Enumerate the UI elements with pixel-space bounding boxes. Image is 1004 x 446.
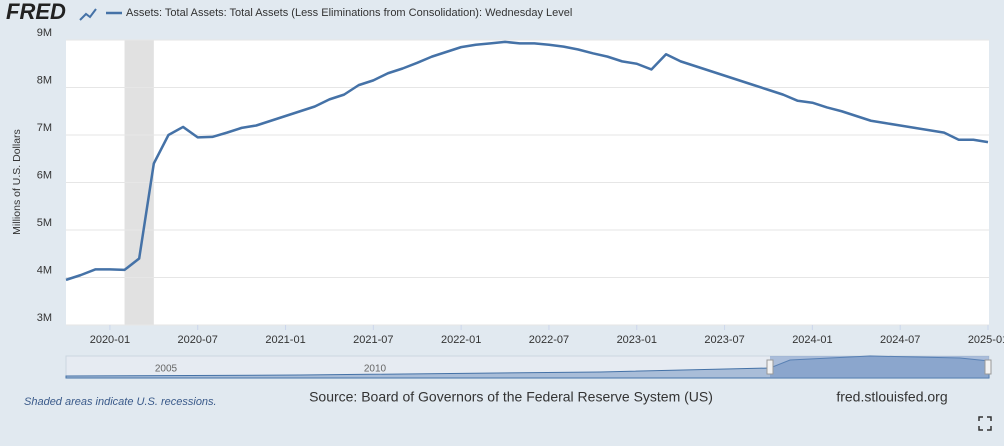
footnote: Shaded areas indicate U.S. recessions. <box>24 396 217 408</box>
y-tick-label: 7M <box>37 122 52 134</box>
navigator-label: 2010 <box>364 364 387 375</box>
x-tick-label: 2023-07 <box>704 334 744 346</box>
fullscreen-button[interactable] <box>978 416 992 431</box>
navigator-handle[interactable] <box>766 359 774 375</box>
navigator-label: 2005 <box>155 364 178 375</box>
y-tick-label: 5M <box>37 217 52 229</box>
x-tick-label: 2022-01 <box>441 334 481 346</box>
x-tick-label: 2024-07 <box>880 334 920 346</box>
series-line <box>65 40 989 282</box>
y-tick-label: 3M <box>37 312 52 324</box>
source: Source: Board of Governors of the Federa… <box>309 389 713 405</box>
logo: FRED <box>6 0 66 24</box>
x-tick-label: 2021-01 <box>265 334 305 346</box>
x-tick-label: 2023-01 <box>617 334 657 346</box>
x-tick-label: 2020-07 <box>178 334 218 346</box>
y-tick-label: 8M <box>37 74 52 86</box>
legend-label: Assets: Total Assets: Total Assets (Less… <box>126 7 572 19</box>
x-tick-label: 2020-01 <box>90 334 130 346</box>
x-tick-label: 2025-01 <box>968 334 1004 346</box>
site[interactable]: fred.stlouisfed.org <box>836 389 947 405</box>
navigator-selection <box>770 356 989 378</box>
x-tick-label: 2021-07 <box>353 334 393 346</box>
navigator-handle[interactable] <box>984 359 992 375</box>
y-tick-label: 6M <box>37 169 52 181</box>
x-tick-label: 2022-07 <box>529 334 569 346</box>
x-tick-label: 2024-01 <box>792 334 832 346</box>
logo-icon <box>79 8 97 21</box>
y-tick-label: 9M <box>37 27 52 39</box>
y-axis-label: Millions of U.S. Dollars <box>11 129 23 235</box>
y-tick-label: 4M <box>37 264 52 276</box>
